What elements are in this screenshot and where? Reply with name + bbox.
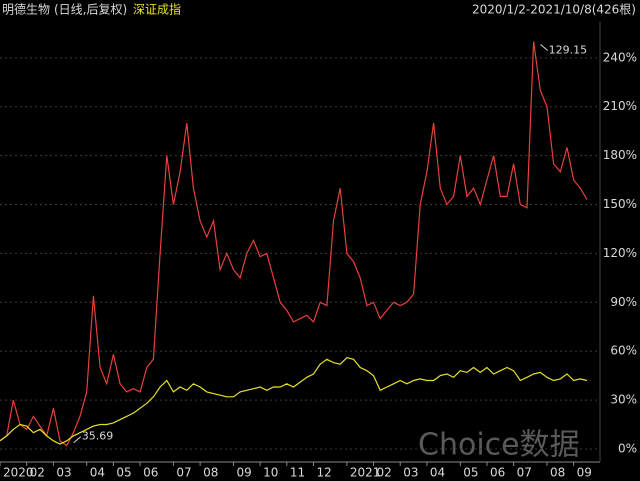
x-tick-label: 10 xyxy=(263,466,278,480)
x-tick-label: 06 xyxy=(490,466,505,480)
annotation-arrow xyxy=(540,44,548,51)
y-tick-label: 210% xyxy=(603,99,637,113)
x-tick-label: 2020 xyxy=(3,466,34,480)
min-annotation: 35.69 xyxy=(82,430,114,443)
watermark: Choice数据 xyxy=(418,428,580,463)
y-tick-label: 60% xyxy=(610,344,637,358)
x-tick-label: 03 xyxy=(56,466,71,480)
x-tick-label: 05 xyxy=(463,466,478,480)
chart-subtitle: (日线,后复权) xyxy=(54,3,127,17)
y-tick-label: 0% xyxy=(618,441,637,455)
x-tick-label: 04 xyxy=(90,466,105,480)
x-tick-label: 04 xyxy=(430,466,445,480)
series-line xyxy=(0,357,588,445)
x-tick-label: 09 xyxy=(577,466,592,480)
x-tick-label: 05 xyxy=(116,466,131,480)
x-tick-label: 03 xyxy=(403,466,418,480)
x-tick-label: 08 xyxy=(550,466,565,480)
y-tick-label: 30% xyxy=(610,393,637,407)
x-tick-label: 2021 xyxy=(350,466,381,480)
x-tick-label: 07 xyxy=(176,466,191,480)
x-tick-label: 09 xyxy=(236,466,251,480)
x-tick-label: 12 xyxy=(317,466,332,480)
y-tick-label: 150% xyxy=(603,197,637,211)
y-tick-label: 120% xyxy=(603,246,637,260)
series-line xyxy=(0,41,588,447)
y-tick-label: 180% xyxy=(603,148,637,162)
date-range: 2020/1/2-2021/10/8(426根) xyxy=(472,3,636,17)
annotation-arrow xyxy=(73,436,82,444)
x-tick-label: 08 xyxy=(203,466,218,480)
max-annotation: 129.15 xyxy=(549,44,588,57)
chart-title: 明德生物 xyxy=(2,2,50,17)
x-tick-label: 06 xyxy=(143,466,158,480)
x-tick-label: 07 xyxy=(517,466,532,480)
x-tick-label: 02 xyxy=(377,466,392,480)
x-tick-label: 11 xyxy=(290,466,305,480)
legend-entry: 深证成指 xyxy=(133,2,181,17)
y-tick-label: 90% xyxy=(610,295,637,309)
x-tick-label: 02 xyxy=(30,466,45,480)
y-tick-label: 240% xyxy=(603,50,637,64)
